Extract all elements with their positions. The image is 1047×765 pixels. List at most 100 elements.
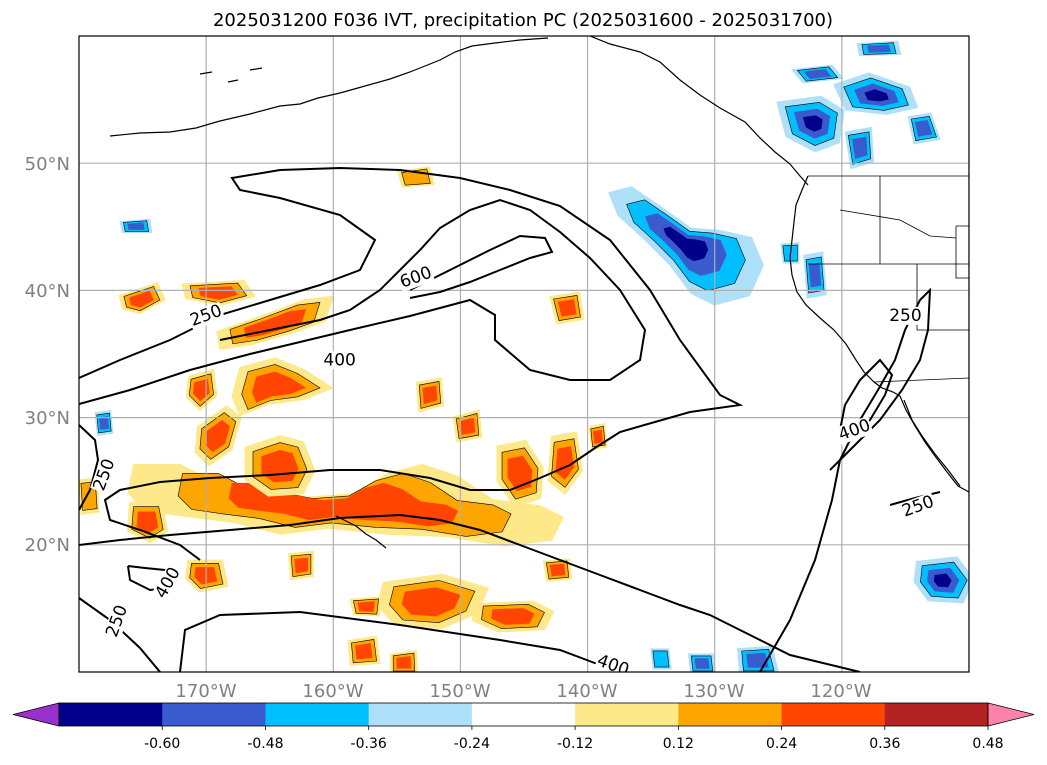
lat-tick-label: 30°N [25, 408, 70, 429]
lat-tick-label: 20°N [25, 535, 70, 556]
us-west-coastline [789, 175, 969, 493]
contour-label-background [396, 263, 435, 292]
lat-tick-label: 50°N [25, 154, 70, 175]
colorbar: -0.60 -0.48 -0.36 -0.24 -0.12 0.12 0.24 0.36 0.4… [12, 702, 1035, 752]
contour-label-background [899, 492, 938, 521]
state-borders [808, 175, 969, 383]
lat-axis: 50°N 40°N 30°N 20°N [25, 154, 70, 556]
ivt-250-contour-se [889, 491, 941, 506]
negative-anomaly-region [663, 226, 709, 262]
lat-tick-label: 40°N [25, 281, 70, 302]
positive-anomaly-region [357, 601, 375, 612]
contour-label-background [151, 563, 185, 603]
positive-anomaly-region [294, 557, 308, 574]
negative-anomaly-region [867, 44, 891, 53]
colorbar-segment [884, 703, 989, 726]
colorbar-tick-label: -0.12 [557, 736, 593, 752]
negative-anomaly-region [852, 136, 868, 159]
colorbar-frame [58, 702, 989, 727]
positive-anomaly-region [244, 309, 306, 338]
lon-tick-label: 150°W [429, 681, 490, 702]
lon-tick-label: 170°W [175, 681, 236, 702]
contour-label-background [835, 416, 874, 445]
positive-anomaly-region [129, 290, 154, 308]
ivt-contour-south-mid [179, 610, 621, 672]
colorbar-extend-max [987, 702, 1035, 727]
lon-tick-label: 160°W [302, 681, 363, 702]
positive-anomaly-region [557, 299, 577, 317]
negative-anomaly-region [652, 650, 670, 668]
negative-anomaly-region [746, 652, 769, 668]
colorbar-tick-label: -0.24 [454, 736, 490, 752]
colorbar-segment [162, 703, 266, 726]
positive-anomaly-region [261, 450, 299, 483]
baja-peninsula [903, 399, 961, 487]
lon-tick-label: 120°W [810, 681, 871, 702]
ivt-250-contour-south [79, 597, 161, 672]
negative-anomaly-region [803, 69, 832, 79]
positive-anomaly-region [401, 587, 461, 617]
gulf-of-alaska-coastline [589, 36, 809, 186]
ivt-250-contour-main [79, 166, 744, 561]
positive-anomaly-region [549, 563, 566, 577]
lon-tick-label: 140°W [556, 681, 617, 702]
positive-anomaly-region [593, 429, 603, 444]
lon-tick-label: 130°W [683, 681, 744, 702]
contour-label-background [593, 651, 633, 672]
negative-anomaly-region [127, 222, 145, 230]
ivt-contours [79, 166, 941, 672]
positive-anomaly-region [252, 371, 306, 403]
ivt-contour-label: 400 [323, 350, 355, 370]
contour-label-background [322, 351, 357, 370]
colorbar-segment [575, 703, 679, 726]
positive-anomaly-region [422, 385, 438, 405]
negative-anomaly-region [99, 416, 109, 430]
contour-label-background [90, 455, 119, 494]
positive-anomaly-region [491, 608, 535, 625]
colorbar-segment [781, 703, 886, 726]
colorbar-segment [59, 703, 163, 726]
positive-anomaly-region [192, 378, 210, 402]
positive-anomaly-region [396, 656, 412, 669]
positive-anomaly-region [507, 455, 533, 492]
negative-anomaly-region [915, 120, 933, 137]
colorbar-tick-label: 0.48 [972, 736, 1003, 752]
hawaiian-islands [335, 515, 387, 549]
positive-anomaly-region [205, 420, 230, 453]
positive-anomaly-region [198, 286, 238, 300]
contour-label-background [187, 301, 226, 331]
colorbar-tick-label: -0.48 [247, 736, 283, 752]
colorbar-segment [368, 703, 473, 726]
ivt-600-contour [409, 234, 554, 299]
ivt-400-contour [79, 198, 647, 405]
negative-anomaly-region [808, 262, 822, 288]
positive-anomaly-region [555, 446, 575, 480]
negative-anomaly-region [803, 115, 823, 132]
colorbar-tick-label: 0.12 [663, 736, 694, 752]
colorbar-segment [471, 703, 576, 726]
ivt-400-contour-east [838, 358, 894, 441]
chart-title: 2025031200 F036 IVT, precipitation PC (2… [213, 10, 833, 31]
colorbar-segment [265, 703, 370, 726]
ivt-400-contour-south [79, 513, 861, 672]
negative-anomaly-region [933, 573, 952, 588]
negative-anomaly-region [864, 89, 889, 102]
colorbar-tick-label: 0.24 [766, 736, 797, 752]
alaska-coastline [109, 37, 549, 137]
colorbar-extend-min [12, 702, 60, 727]
colorbar-tick-label: -0.60 [144, 736, 180, 752]
contour-label-background [102, 602, 132, 641]
colorbar-tick-label: -0.36 [351, 736, 387, 752]
map-frame [78, 35, 970, 673]
lon-axis: 170°W 160°W 150°W 140°W 130°W 120°W [175, 681, 871, 702]
ivt-250-contour-west [79, 424, 100, 511]
aleutian-islands [199, 67, 263, 83]
positive-anomaly-region [355, 643, 373, 660]
colorbar-segment [678, 703, 783, 726]
positive-anomaly-region [136, 511, 159, 534]
negative-anomaly-region [694, 658, 710, 669]
coastlines [109, 36, 969, 549]
colorbar-tick-label: 0.36 [869, 736, 900, 752]
